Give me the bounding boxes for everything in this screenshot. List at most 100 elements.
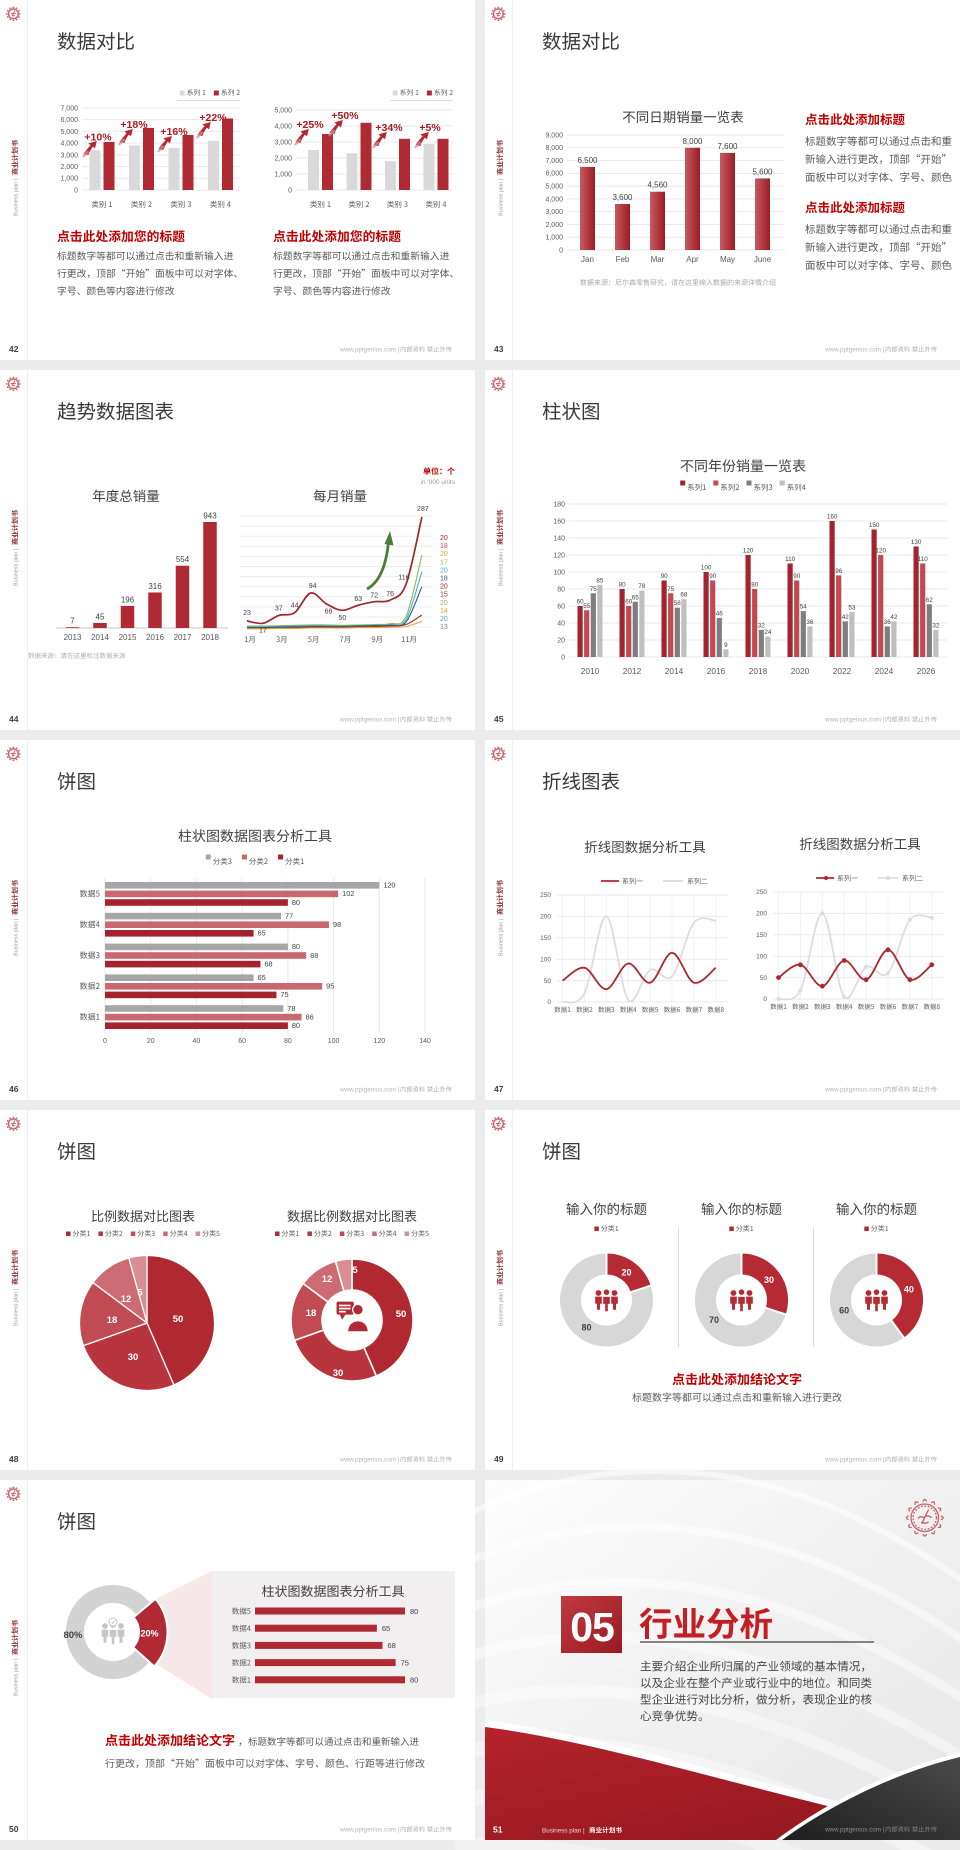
svg-text:30: 30 [128, 1352, 139, 1363]
svg-text:78: 78 [287, 1004, 295, 1013]
svg-text:2017: 2017 [174, 633, 192, 642]
svg-text:102: 102 [342, 889, 354, 898]
svg-text:120: 120 [875, 548, 886, 555]
svg-text:18: 18 [306, 1308, 317, 1319]
svg-text:23: 23 [243, 610, 251, 617]
svg-text:110: 110 [785, 556, 796, 563]
svg-text:2014: 2014 [665, 666, 684, 676]
svg-text:63: 63 [354, 596, 362, 603]
svg-text:5: 5 [137, 1288, 143, 1299]
svg-text:140: 140 [553, 535, 565, 542]
svg-text:+34%: +34% [375, 122, 403, 134]
svg-text:6,000: 6,000 [60, 117, 78, 124]
svg-text:20: 20 [440, 567, 448, 574]
svg-text:+10%: +10% [84, 132, 112, 144]
svg-text:1,000: 1,000 [60, 176, 78, 183]
svg-text:66: 66 [325, 609, 333, 616]
svg-text:5,000: 5,000 [60, 129, 78, 136]
svg-text:45: 45 [494, 714, 504, 724]
svg-text:96: 96 [835, 568, 843, 575]
svg-text:130: 130 [911, 539, 922, 546]
svg-text:3,000: 3,000 [274, 139, 292, 146]
svg-text:5,000: 5,000 [545, 184, 563, 191]
svg-text:75: 75 [401, 1658, 409, 1667]
svg-text:110: 110 [918, 556, 929, 563]
svg-text:2010: 2010 [581, 666, 600, 676]
svg-text:50: 50 [760, 975, 768, 982]
svg-text:2026: 2026 [917, 666, 936, 676]
svg-text:150: 150 [869, 522, 880, 529]
svg-text:7,000: 7,000 [60, 105, 78, 112]
svg-text:Business plan |: Business plan | [14, 919, 20, 956]
svg-text:554: 554 [176, 555, 190, 564]
svg-text:Business plan |: Business plan | [14, 179, 20, 216]
svg-text:160: 160 [553, 518, 565, 525]
svg-text:65: 65 [258, 973, 266, 982]
svg-text:20: 20 [440, 616, 448, 623]
svg-text:40: 40 [557, 620, 565, 627]
svg-text:75: 75 [280, 990, 288, 999]
svg-text:95: 95 [326, 982, 334, 991]
svg-text:30: 30 [764, 1275, 774, 1285]
svg-text:6,000: 6,000 [545, 171, 563, 178]
svg-text:80: 80 [410, 1607, 418, 1616]
svg-text:www.pptgenius.com |: www.pptgenius.com | [339, 1087, 400, 1094]
svg-text:75: 75 [590, 586, 598, 593]
svg-text:50: 50 [173, 1314, 184, 1325]
svg-text:200: 200 [540, 914, 551, 921]
svg-text:3,600: 3,600 [612, 193, 633, 202]
svg-text:46: 46 [9, 1084, 19, 1094]
svg-text:4,000: 4,000 [60, 141, 78, 148]
svg-text:150: 150 [540, 935, 551, 942]
svg-text:Business plan |: Business plan | [499, 179, 505, 216]
svg-text:100: 100 [540, 956, 551, 963]
svg-text:3,000: 3,000 [60, 152, 78, 159]
svg-text:51: 51 [493, 1825, 503, 1835]
svg-text:40: 40 [904, 1285, 914, 1295]
svg-text:80: 80 [292, 942, 300, 951]
svg-text:100: 100 [553, 569, 565, 576]
svg-text:65: 65 [258, 929, 266, 938]
svg-text:75: 75 [667, 586, 675, 593]
svg-text:www.pptgenius.com |: www.pptgenius.com | [339, 1827, 400, 1834]
svg-text:80: 80 [619, 582, 627, 589]
svg-text:32: 32 [932, 622, 940, 629]
svg-text:6,500: 6,500 [577, 156, 598, 165]
svg-text:80: 80 [751, 582, 759, 589]
svg-text:78: 78 [638, 583, 646, 590]
svg-text:1,000: 1,000 [274, 171, 292, 178]
svg-text:Feb: Feb [616, 255, 630, 264]
svg-text:2020: 2020 [791, 666, 810, 676]
svg-text:in '000 units: in '000 units [421, 479, 456, 486]
svg-text:48: 48 [9, 1454, 19, 1464]
svg-text:20: 20 [440, 600, 448, 607]
svg-text:Business plan |: Business plan | [499, 549, 505, 586]
svg-text:60: 60 [577, 599, 585, 606]
svg-text:www.pptgenius.com |: www.pptgenius.com | [824, 1827, 885, 1834]
svg-text:05: 05 [570, 1604, 614, 1650]
svg-text:60: 60 [238, 1038, 246, 1045]
svg-text:60: 60 [839, 1306, 849, 1316]
svg-text:90: 90 [661, 573, 669, 580]
svg-text:49: 49 [494, 1454, 504, 1464]
svg-text:80%: 80% [63, 1630, 83, 1641]
svg-text:www.pptgenius.com |: www.pptgenius.com | [824, 347, 885, 354]
svg-text:60: 60 [625, 599, 633, 606]
svg-text:55: 55 [583, 603, 591, 610]
svg-text:+50%: +50% [331, 110, 359, 122]
svg-text:2012: 2012 [623, 666, 642, 676]
svg-text:+18%: +18% [120, 119, 148, 131]
svg-text:17: 17 [440, 559, 448, 566]
svg-text:80: 80 [582, 1323, 592, 1333]
svg-text:www.pptgenius.com |: www.pptgenius.com | [824, 1087, 885, 1094]
svg-text:7: 7 [70, 617, 75, 626]
svg-text:120: 120 [743, 548, 754, 555]
svg-text:June: June [754, 255, 772, 264]
svg-text:80: 80 [284, 1038, 292, 1045]
svg-text:44: 44 [9, 714, 19, 724]
svg-text:80: 80 [292, 898, 300, 907]
svg-text:12: 12 [121, 1294, 132, 1305]
svg-text:68: 68 [388, 1641, 396, 1650]
svg-text:76: 76 [386, 591, 394, 598]
svg-text:18: 18 [107, 1315, 118, 1326]
